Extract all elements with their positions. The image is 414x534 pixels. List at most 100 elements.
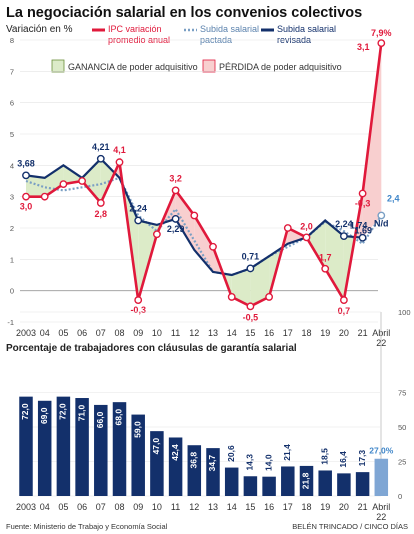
point-ipc-14 [227,293,236,301]
point-ipc-06 [78,177,87,185]
line-xtick-13: 13 [208,328,218,338]
point-ipc-07 [96,199,105,207]
bar-chart: 0 25 50 75 100 72,0 69,0 72,0 71,0 66,0 68,0 59,0 47… [16,308,411,522]
bar-xtick-07: 07 [96,502,106,512]
bar-label-15: 14,3 [245,454,255,471]
gain-area-12-0 [250,256,270,307]
annotation-ipc-abril-22: 3,1 [357,42,370,52]
line-ytick-6: 6 [10,99,14,108]
point-ipc-13 [209,242,217,251]
line-chart-subtitle: Variación en % [6,24,73,35]
bar-abril-22 [374,458,389,496]
footer-credit: BELÉN TRINCADO / CINCO DÍAS [292,522,408,531]
point-ipc-2003 [22,192,30,201]
point-revisada-2003 [22,171,30,180]
gain-area-11-0 [231,268,251,307]
line-xtick-12: 12 [189,328,199,338]
legend-label-ipc: IPC variación promedio anual [108,24,170,45]
bar-label-08: 68,0 [114,409,124,426]
point-ipc-abril-22 [377,39,386,48]
line-xtick-04: 04 [40,328,50,338]
bar-xtick-14: 14 [227,502,237,512]
bar-xtick-06: 06 [77,502,87,512]
bar-xtick-21: 21 [358,502,368,512]
line-xtick-19: 19 [320,328,330,338]
bar-2003 [19,396,33,496]
bar-chart-title: Porcentaje de trabajadores con cláusulas… [6,343,297,354]
line-xtick-11: 11 [171,328,180,338]
annotation-ipc-2003: 3,0 [20,202,33,212]
line-xtick-18: 18 [301,328,311,338]
line-xtick-20: 20 [339,328,349,338]
line-ytick-7: 7 [10,67,14,76]
bar-label-13: 34,7 [207,455,217,472]
bar-ytick-100: 100 [398,308,411,317]
gain-area-0-0 [26,175,45,197]
bar-15 [243,476,258,496]
bar-ytick-50: 50 [398,423,406,432]
annotation-ipc-18: 2,0 [300,221,313,231]
bar-label-11: 42,4 [170,444,180,461]
gain-area-16-0 [325,220,344,301]
line-xtick-2003: 2003 [16,328,36,338]
line-ytick-1: 1 [10,255,14,264]
line-xtick-05: 05 [58,328,68,338]
point-ipc-09 [134,296,143,304]
bar-ytick-0: 0 [398,492,402,501]
annotation-revisada-abril-22: 1,69 [355,225,373,235]
legend-label-revisada: Subida salarial revisada [277,24,336,45]
legend: IPC variación promedio anual Subida salar… [51,24,342,73]
line-ytick-0: 0 [10,287,14,296]
bar-xtick-19: 19 [320,502,330,512]
bar-21 [355,472,370,496]
annotation-revisada-11: 2,29 [167,224,185,234]
bar-20 [337,473,351,496]
point-revisada-20 [339,232,348,241]
bar-07 [94,404,108,496]
bar-xtick-15: 15 [245,502,255,512]
bar-label-19: 18,5 [319,448,329,465]
annotation-ipc-21: -0,3 [355,199,371,209]
bar-xtick-16: 16 [264,502,274,512]
bar-ytick-25: 25 [398,458,406,467]
bar-xtick-08: 08 [114,502,124,512]
annotation-ipc-19: 1,7 [319,253,332,263]
bar-xtick-2003: 2003 [16,502,36,512]
bar-label-07: 66,0 [95,411,105,428]
bar-xtick-abril-22: Abril 22 [372,502,390,522]
point-revisada-09 [134,216,143,225]
point-revisada-21 [358,233,367,242]
bar-10 [150,431,164,496]
annotation-revisada-15: 0,71 [242,251,260,261]
annotation-revisada-21: 1,74 [350,221,368,231]
bar-xtick-20: 20 [339,502,349,512]
bar-06 [75,398,89,496]
annotation-ipc-15: -0,5 [243,312,259,322]
bar-xtick-13: 13 [208,502,218,512]
annotation-ipc-08: 4,1 [113,145,126,155]
line-chart: -10123456783,683,04,212,84,12,24-0,33,22… [7,28,399,348]
line-xtick-14: 14 [227,328,237,338]
bar-xtick-05: 05 [58,502,68,512]
bar-19 [318,470,332,496]
point-revisada-07 [96,154,105,163]
bar-label-05: 72,0 [58,403,68,420]
line-ytick-1: -1 [7,318,14,327]
point-ipc-05 [59,180,68,189]
point-ipc-04 [40,192,49,201]
bar-13 [206,448,220,496]
loss-area-9-0 [194,215,213,272]
legend-label-gain: GANANCIA de poder adquisitivo [68,62,198,72]
chart-title: La negociación salarial en los convenios… [6,5,362,21]
point-ipc-12 [190,211,199,220]
point-ipc-10 [152,230,161,239]
bar-xtick-17: 17 [283,502,293,512]
point-ipc-15 [246,302,255,311]
bar-xtick-18: 18 [301,502,311,512]
bar-17 [281,466,295,496]
line-xtick-21: 21 [358,328,368,338]
bar-ytick-75: 75 [398,389,406,398]
bar-label-abril-22: 27,0% [369,446,394,456]
line-ytick-4: 4 [10,161,14,170]
